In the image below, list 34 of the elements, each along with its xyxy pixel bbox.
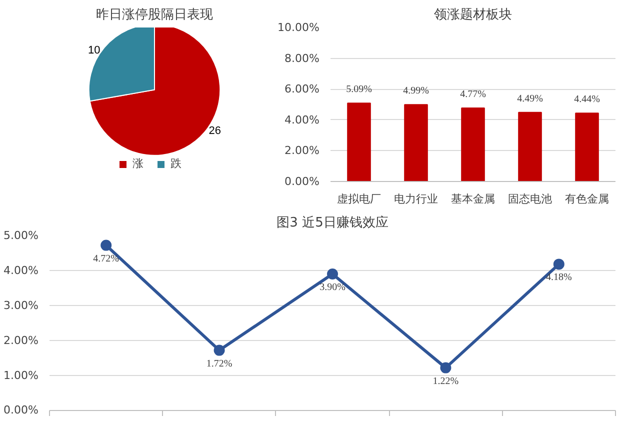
- data-label: 10: [88, 44, 100, 57]
- y-tick-label: 8.00%: [284, 52, 320, 65]
- y-tick-label: 4.00%: [4, 264, 39, 277]
- y-tick-label: 5.00%: [4, 229, 39, 242]
- y-tick-label: 2.00%: [284, 144, 320, 158]
- y-tick-label: 10.00%: [278, 21, 320, 34]
- x-tick-label: 固态电池: [508, 192, 552, 206]
- data-label: 1.22%: [432, 376, 459, 387]
- data-label: 4.77%: [460, 89, 486, 100]
- data-label: 4.49%: [517, 93, 543, 104]
- data-label: 4.44%: [574, 94, 600, 106]
- data-label: 5.09%: [346, 84, 372, 96]
- x-tick-label: 虚拟电厂: [337, 192, 381, 206]
- y-tick-label: 0.00%: [4, 404, 39, 416]
- data-label: 4.18%: [546, 272, 572, 284]
- data-label: 1.72%: [206, 358, 232, 370]
- y-tick-label: 4.00%: [284, 113, 320, 126]
- chart-title: 昨日涨停股隔日表现: [96, 8, 213, 22]
- chart-title: 领涨题材板块: [434, 8, 512, 22]
- y-tick-label: 2.00%: [4, 334, 39, 347]
- x-tick-label: 电力行业: [394, 192, 438, 206]
- x-tick-label: 基本金属: [451, 192, 495, 206]
- data-label: 26: [208, 124, 221, 137]
- chart-title: 图3 近5日赚钱效应: [276, 214, 388, 230]
- y-tick-label: 3.00%: [4, 299, 39, 312]
- data-label: 4.99%: [403, 86, 429, 97]
- y-tick-label: 1.00%: [4, 369, 39, 382]
- y-tick-label: 0.00%: [284, 175, 320, 188]
- legend-label: 涨: [132, 156, 144, 171]
- x-tick-label: 有色金属: [565, 192, 609, 206]
- data-label: 3.90%: [320, 282, 346, 293]
- data-label: 4.72%: [93, 253, 120, 264]
- y-tick-label: 6.00%: [284, 82, 320, 96]
- legend-label: 跌: [170, 156, 182, 171]
